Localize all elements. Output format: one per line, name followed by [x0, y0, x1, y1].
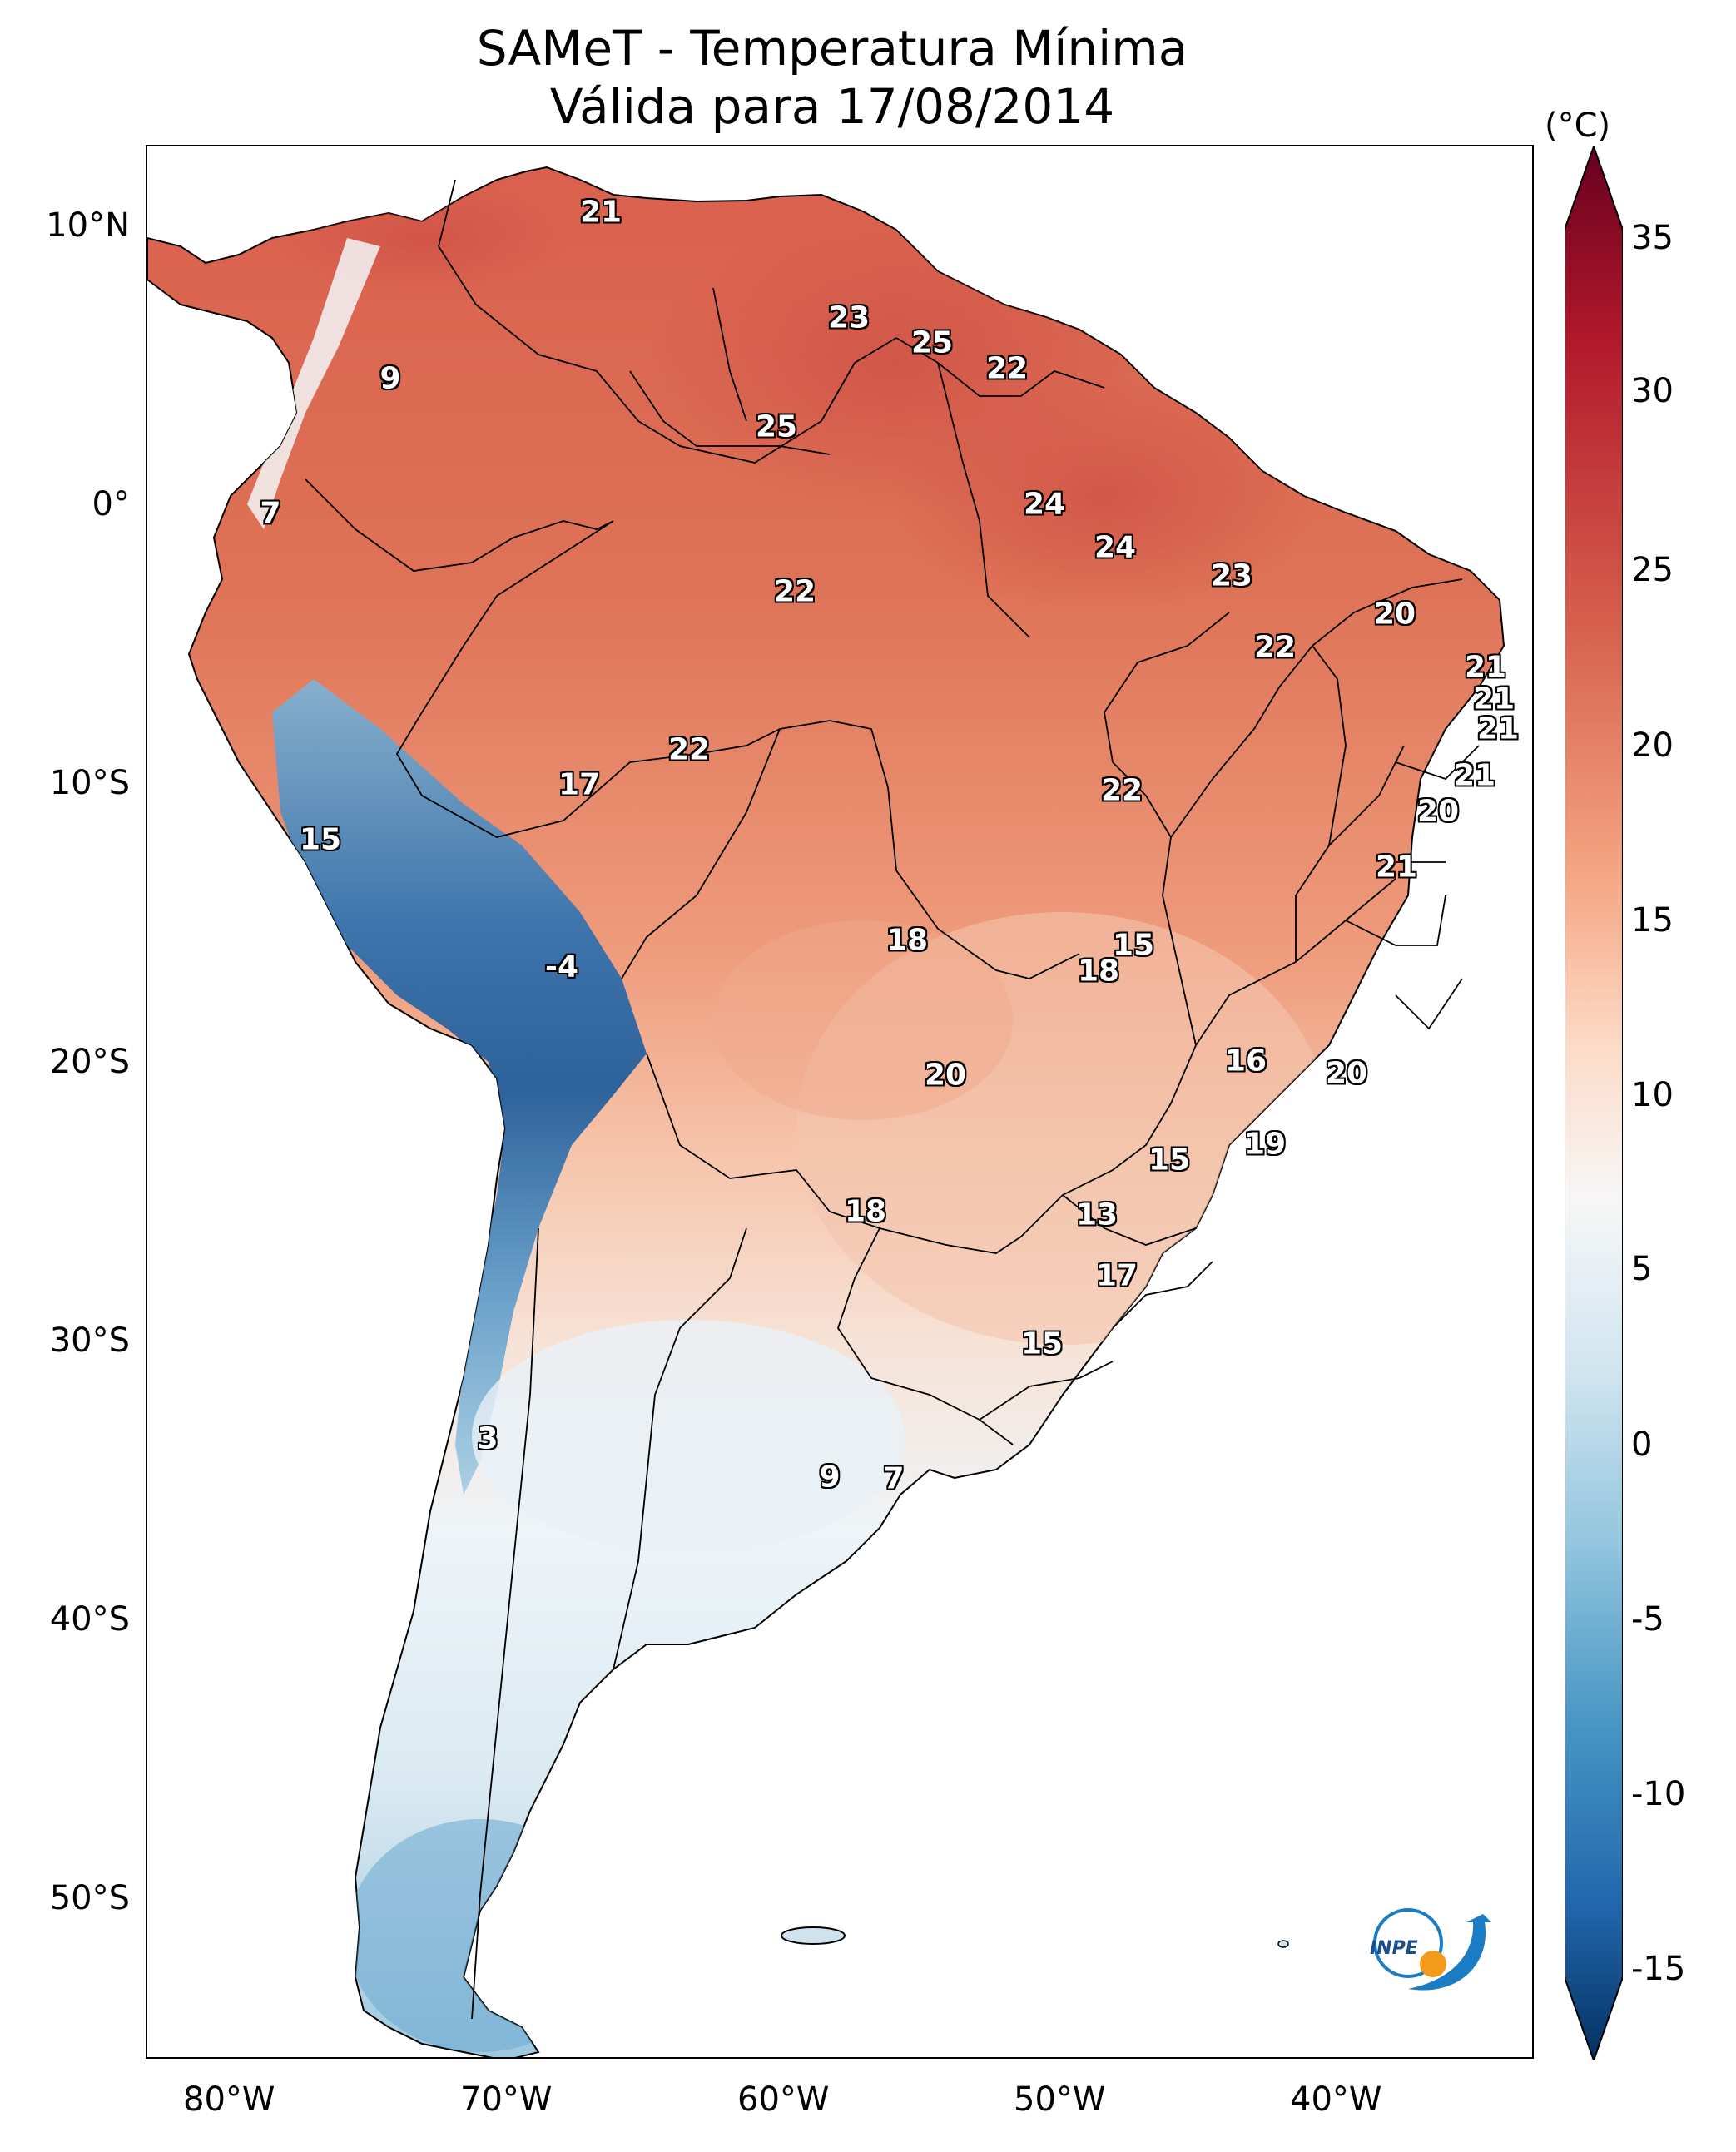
colorbar-tick: -10 [1631, 1775, 1686, 1813]
station-label: 21 [1464, 650, 1507, 685]
station-label: 22 [1253, 630, 1297, 665]
colorbar-tick: 0 [1631, 1426, 1653, 1464]
station-label: 23 [827, 300, 870, 335]
colorbar-tick: 15 [1631, 901, 1674, 940]
station-label: 25 [910, 325, 954, 360]
lon-label-70w: 70°W [460, 2080, 553, 2119]
station-label: 15 [299, 822, 342, 857]
station-label: 17 [1095, 1258, 1138, 1293]
station-label: 13 [1075, 1197, 1118, 1232]
station-label: 7 [883, 1461, 905, 1496]
colorbar-tick: 30 [1631, 372, 1674, 410]
station-label: 21 [579, 195, 622, 230]
station-label: 9 [819, 1460, 841, 1495]
colorbar-tick: 10 [1631, 1076, 1674, 1114]
colorbar-tick: 5 [1631, 1250, 1653, 1288]
lon-label-80w: 80°W [183, 2080, 275, 2119]
colorbar-tick: 25 [1631, 551, 1674, 589]
lat-label-50s: 50°S [49, 1879, 130, 1917]
lon-label-50w: 50°W [1014, 2080, 1106, 2119]
colorbar [1565, 146, 1623, 2060]
station-label: 23 [1210, 558, 1253, 593]
station-label: 3 [477, 1421, 498, 1456]
colorbar-tick: 35 [1631, 219, 1674, 257]
station-label: 21 [1476, 712, 1520, 746]
lon-label-60w: 60°W [737, 2080, 830, 2119]
station-label: 16 [1224, 1044, 1267, 1078]
station-label: 24 [1094, 530, 1137, 565]
station-label: 21 [1453, 758, 1496, 793]
lat-label-10n: 10°N [46, 206, 130, 245]
map-title: SAMeT - Temperatura Mínima [476, 20, 1188, 77]
station-label: 18 [844, 1194, 887, 1229]
station-label: 15 [1020, 1326, 1064, 1361]
station-label: 22 [773, 574, 816, 609]
station-label: 20 [924, 1058, 967, 1093]
station-label: 9 [379, 361, 401, 396]
station-label: 18 [1077, 954, 1120, 989]
station-label: 17 [558, 767, 601, 802]
logo-text: INPE [1370, 1938, 1418, 1959]
station-label: 20 [1325, 1056, 1368, 1091]
inpe-logo: INPE [1370, 1908, 1491, 1991]
station-label: 19 [1243, 1127, 1287, 1162]
station-label: 20 [1416, 794, 1460, 829]
colorbar-tick: 20 [1631, 726, 1674, 765]
station-label: 21 [1375, 850, 1418, 885]
lat-label-20s: 20°S [49, 1043, 130, 1081]
colorbar-tick: -15 [1631, 1950, 1686, 1988]
station-label: 20 [1373, 597, 1416, 632]
station-label: -4 [545, 950, 578, 984]
station-label: 22 [1100, 773, 1143, 808]
colorbar-unit: (°C) [1545, 107, 1611, 145]
station-label: 24 [1023, 487, 1066, 522]
lat-label-30s: 30°S [49, 1321, 130, 1360]
lat-label-40s: 40°S [49, 1600, 130, 1639]
station-label: 21 [1472, 682, 1515, 717]
lat-label-10s: 10°S [49, 764, 130, 802]
lon-label-40w: 40°W [1290, 2080, 1382, 2119]
map-panel [146, 145, 1534, 2059]
station-label: 15 [1112, 928, 1155, 963]
map-subtitle: Válida para 17/08/2014 [549, 78, 1115, 135]
station-label: 25 [755, 409, 798, 444]
station-label: 18 [885, 923, 929, 958]
station-label: 22 [985, 351, 1029, 386]
station-label: 7 [260, 496, 281, 531]
station-label: 15 [1148, 1143, 1191, 1178]
lat-label-0: 0° [92, 485, 130, 523]
country-borders [305, 179, 1480, 2020]
temperature-map [147, 166, 1505, 2057]
colorbar-tick: -5 [1631, 1600, 1664, 1639]
station-label: 22 [667, 732, 711, 767]
